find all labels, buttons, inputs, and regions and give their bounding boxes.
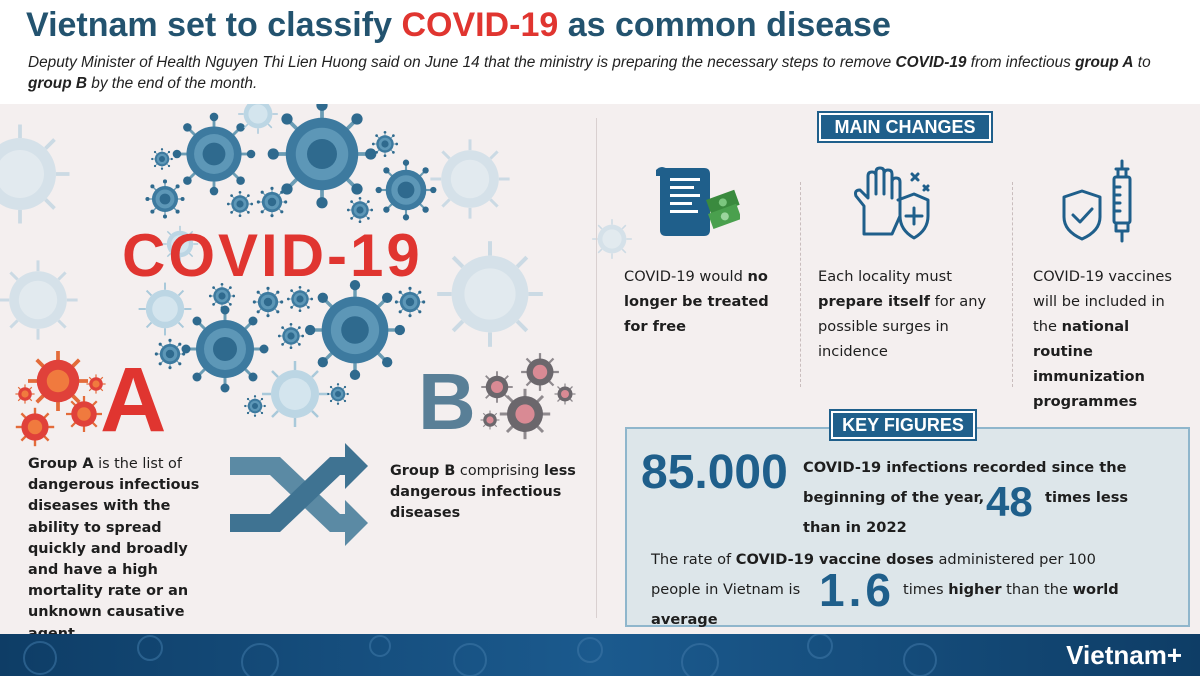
- title-text-end: as common disease: [558, 6, 891, 44]
- change-bold: national routine immunization programmes: [1033, 318, 1145, 410]
- vaccine-ratio-text-end: average: [651, 611, 718, 628]
- subtitle-bold: group A: [1075, 54, 1134, 71]
- shuffle-arrows-icon: [230, 443, 368, 546]
- ratio-text: than the: [1001, 581, 1073, 598]
- title-text: Vietnam set to classify: [26, 6, 402, 44]
- footer-virus-pattern: [23, 634, 937, 676]
- change-text: for any possible surges in incidence: [818, 293, 987, 360]
- group-a-letter: A: [100, 349, 167, 451]
- vaccine-rate-text: The rate of COVID-19 vaccine doses admin…: [651, 545, 1096, 575]
- vaccine-rate-text-line2: people in Vietnam is: [651, 581, 801, 598]
- subtitle-text: Deputy Minister of Health Nguyen Thi Lie…: [28, 54, 896, 71]
- subtitle-bold: group B: [28, 75, 87, 92]
- vaccine-ratio-figure: 1.6: [819, 564, 895, 616]
- group-a-description: Group A is the list of dangerous infecti…: [28, 454, 218, 634]
- ratio-text: times: [903, 581, 949, 598]
- comparison-year-text: than in 2022: [803, 519, 907, 536]
- subtitle-bold: COVID-19: [895, 54, 967, 71]
- subtitle-text: to: [1133, 54, 1151, 71]
- column-divider: [800, 182, 801, 387]
- infographic-body: COVID-19 A B Group A is the list of dang…: [0, 104, 1200, 634]
- group-b-label: Group B: [390, 463, 456, 479]
- subtitle-text: by the end of the month.: [87, 75, 258, 92]
- vietnamplus-logo[interactable]: Vietnam+: [1066, 640, 1182, 670]
- covid-19-heading: COVID-19: [122, 222, 423, 289]
- group-a-definition: dangerous infectious diseases with the a…: [28, 477, 200, 634]
- column-divider: [1012, 182, 1013, 387]
- rate-text: The rate of: [651, 551, 736, 568]
- document-money-icon: [656, 167, 740, 236]
- key-figures-box: 85.000 COVID-19 infections recorded sinc…: [625, 427, 1190, 628]
- group-a-label: Group A: [28, 456, 94, 472]
- change-item-free-treatment: COVID-19 would no longer be treated for …: [624, 264, 794, 339]
- key-figures-heading: KEY FIGURES: [829, 409, 977, 441]
- infections-text: COVID-19 infections recorded since the b…: [803, 459, 1127, 506]
- change-item-locality: Each locality must prepare itself for an…: [818, 264, 998, 364]
- group-b-text: comprising: [455, 463, 545, 479]
- main-changes-heading: MAIN CHANGES: [817, 111, 993, 143]
- change-bold: no longer be treated for free: [624, 268, 769, 335]
- change-bold: prepare itself: [818, 293, 930, 310]
- group-b-description: Group B comprising less dangerous infect…: [390, 461, 580, 525]
- change-text: COVID-19 would: [624, 268, 748, 285]
- header: Vietnam set to classify COVID-19 as comm…: [0, 0, 1200, 104]
- subtitle-text: from infectious: [966, 54, 1076, 71]
- ratio-bold: world: [1072, 581, 1119, 598]
- hand-shield-icon: [854, 166, 930, 240]
- ratio-bold: higher: [948, 581, 1002, 598]
- vaccine-shield-icon: [1062, 159, 1132, 243]
- group-a-text: is the list of: [93, 456, 182, 472]
- vaccine-ratio-text: times higher than the world: [903, 575, 1119, 605]
- rate-text: administered per 100: [933, 551, 1096, 568]
- rate-bold: COVID-19 vaccine doses: [735, 551, 934, 568]
- group-b-definition: less dangerous infectious diseases: [390, 463, 576, 522]
- group-b-letter: B: [418, 357, 476, 446]
- title-highlight: COVID-19: [401, 6, 559, 44]
- subtitle: Deputy Minister of Health Nguyen Thi Lie…: [28, 52, 1178, 94]
- change-text: Each locality must: [818, 268, 952, 285]
- times-less-text: times less: [1045, 489, 1129, 506]
- section-divider: [596, 118, 597, 618]
- infections-figure: 85.000: [641, 446, 788, 499]
- change-item-vaccines: COVID-19 vaccines will be included in th…: [1033, 264, 1193, 414]
- change-text: COVID-19 vaccines will be included in th…: [1033, 268, 1172, 335]
- footer: Vietnam+: [0, 634, 1200, 676]
- page-title: Vietnam set to classify COVID-19 as comm…: [26, 6, 891, 45]
- times-less-figure: 48: [986, 478, 1033, 525]
